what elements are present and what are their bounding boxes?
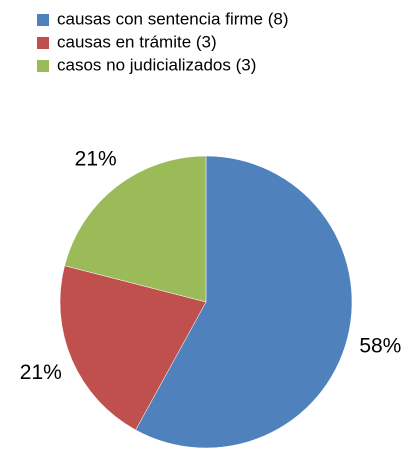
legend-label: casos no judicializados (3) [57, 55, 256, 74]
slice-label: 21% [20, 361, 62, 384]
slice-label: 21% [75, 147, 117, 170]
legend-label: causas en trámite (3) [57, 32, 217, 51]
legend-swatch [37, 60, 49, 72]
pie-slice [59, 265, 207, 431]
pie-slice [135, 155, 353, 449]
legend-label: causas con sentencia firme (8) [57, 9, 289, 28]
slice-label: 58% [359, 334, 401, 357]
pie-slice [64, 155, 207, 303]
legend-swatch [37, 37, 49, 49]
legend-swatch [37, 14, 49, 26]
